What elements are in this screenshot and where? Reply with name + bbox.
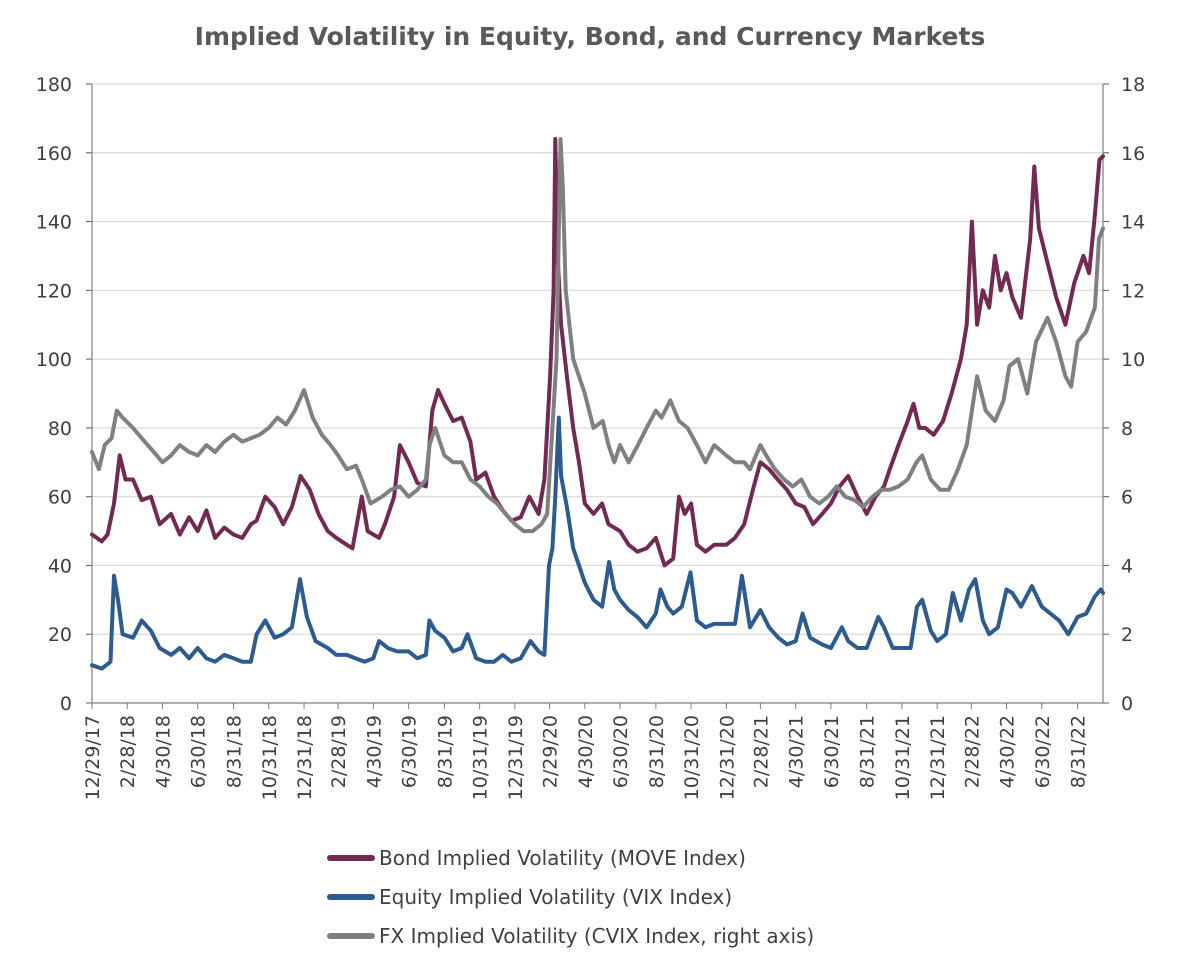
- legend-item: FX Implied Volatility (CVIX Index, right…: [327, 916, 814, 955]
- x-tick-label: 12/31/21: [927, 715, 949, 800]
- y-left-tick-label: 40: [48, 555, 72, 577]
- x-tick-label: 4/30/20: [575, 715, 597, 788]
- legend-item: Equity Implied Volatility (VIX Index): [327, 877, 814, 916]
- legend-label: FX Implied Volatility (CVIX Index, right…: [379, 923, 815, 948]
- y-left-tick-label: 20: [48, 624, 72, 646]
- x-tick-label: 10/31/20: [681, 715, 703, 800]
- y-left-tick-label: 60: [48, 487, 72, 509]
- y-right-tick-label: 16: [1121, 143, 1145, 165]
- series-line: [90, 137, 1105, 534]
- legend-swatch: [327, 893, 375, 900]
- x-tick-label: 6/30/21: [821, 715, 843, 788]
- x-tick-label: 2/29/20: [540, 715, 562, 788]
- x-tick-label: 8/31/19: [434, 715, 456, 788]
- x-tick-label: 8/31/21: [857, 715, 879, 788]
- x-tick-label: 6/30/19: [399, 715, 421, 788]
- y-right-tick-label: 4: [1121, 555, 1133, 577]
- y-right-tick-label: 18: [1121, 74, 1145, 96]
- x-tick-label: 2/28/21: [750, 715, 772, 788]
- y-left-tick-label: 140: [36, 212, 72, 234]
- x-tick-label: 6/30/20: [610, 715, 632, 788]
- y-left-tick-label: 180: [36, 74, 72, 96]
- legend-swatch: [327, 932, 375, 939]
- chart-title: Implied Volatility in Equity, Bond, and …: [194, 22, 986, 51]
- y-left-tick-label: 160: [36, 143, 72, 165]
- legend-label: Bond Implied Volatility (MOVE Index): [379, 845, 746, 870]
- y-right-tick-label: 6: [1121, 487, 1133, 509]
- x-tick-label: 4/30/19: [363, 715, 385, 788]
- x-tick-label: 4/30/22: [997, 715, 1019, 788]
- x-tick-label: 10/31/18: [259, 715, 281, 800]
- series-line: [90, 137, 1105, 568]
- x-tick-label: 4/30/18: [153, 715, 175, 788]
- y-right-tick-label: 10: [1121, 349, 1145, 371]
- y-right-tick-label: 8: [1121, 418, 1133, 440]
- x-tick-label: 8/31/22: [1068, 715, 1090, 788]
- x-tick-label: 12/31/20: [716, 715, 738, 800]
- x-tick-label: 8/31/18: [224, 715, 246, 788]
- legend-item: Bond Implied Volatility (MOVE Index): [327, 838, 814, 877]
- legend: Bond Implied Volatility (MOVE Index) Equi…: [327, 838, 814, 955]
- x-tick-label: 2/28/18: [117, 715, 139, 788]
- y-right-tick-label: 0: [1121, 693, 1133, 715]
- legend-swatch: [327, 854, 375, 861]
- y-left-tick-label: 120: [36, 280, 72, 302]
- x-tick-label: 12/31/19: [505, 715, 527, 800]
- x-tick-label: 10/31/21: [892, 715, 914, 800]
- series-line: [90, 415, 1105, 671]
- x-tick-label: 2/28/22: [961, 715, 983, 788]
- y-right-tick-label: 12: [1121, 280, 1145, 302]
- y-right-tick-label: 14: [1121, 212, 1145, 234]
- y-left-tick-label: 100: [36, 349, 72, 371]
- y-right-tick-label: 2: [1121, 624, 1133, 646]
- y-left-tick-label: 80: [48, 418, 72, 440]
- x-tick-label: 2/28/19: [328, 715, 350, 788]
- y-left-tick-label: 0: [60, 693, 72, 715]
- x-tick-label: 6/30/22: [1032, 715, 1054, 788]
- legend-label: Equity Implied Volatility (VIX Index): [379, 884, 733, 909]
- x-tick-label: 8/31/20: [646, 715, 668, 788]
- x-tick-label: 12/29/17: [82, 715, 104, 800]
- x-tick-label: 6/30/18: [188, 715, 210, 788]
- x-tick-label: 12/31/18: [294, 715, 316, 800]
- x-tick-label: 10/31/19: [470, 715, 492, 800]
- x-tick-label: 4/30/21: [786, 715, 808, 788]
